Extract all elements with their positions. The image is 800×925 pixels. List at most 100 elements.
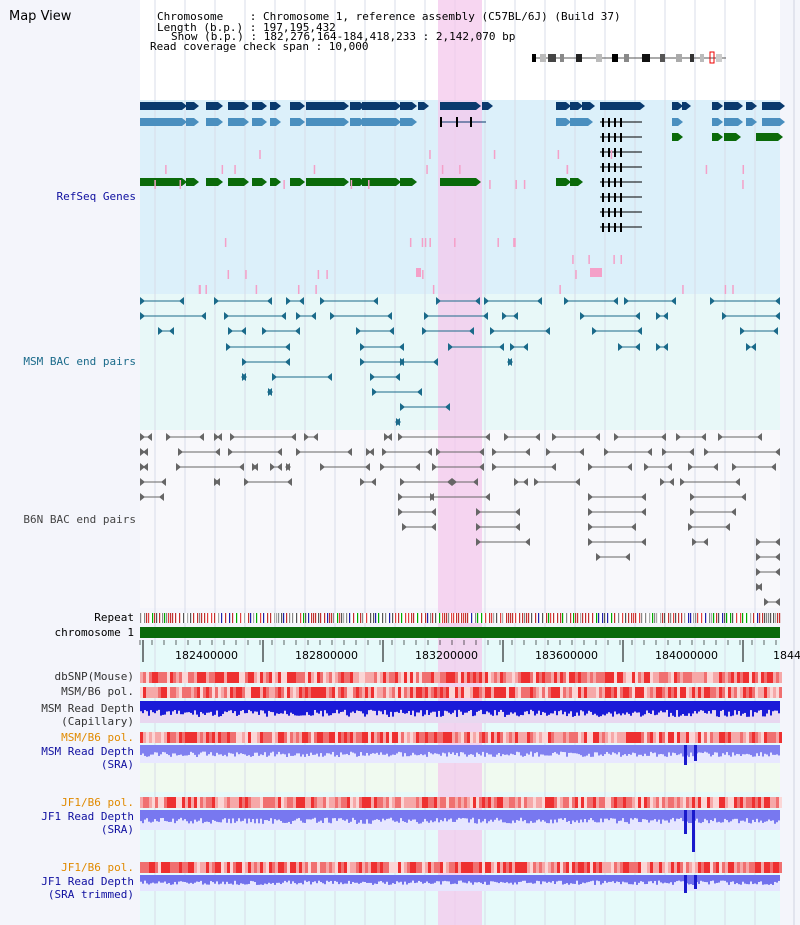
gene-feature	[556, 178, 566, 186]
repeat-label: Repeat	[94, 611, 134, 624]
msm-depth-cap-label-2: (Capillary)	[61, 715, 134, 728]
jf1-depth-trimmed-label-2: (SRA trimmed)	[47, 888, 134, 901]
gene-feature	[306, 178, 314, 186]
gene-feature	[724, 133, 736, 141]
map-view-title: Map View	[9, 9, 72, 24]
gene-feature	[228, 118, 244, 126]
chromosome-label: chromosome 1	[54, 626, 134, 639]
gene-feature	[140, 178, 182, 186]
gene-feature	[400, 118, 412, 126]
b6n-bac-label[interactable]: B6N BAC end pairs	[23, 513, 136, 526]
gene-feature	[252, 102, 262, 110]
gene-feature	[362, 178, 396, 186]
gene-feature	[186, 102, 194, 110]
depth-spike	[684, 810, 687, 834]
gene-feature	[306, 102, 314, 110]
axis-tick-label: 183600000	[535, 649, 598, 662]
depth-spike	[692, 810, 695, 852]
gene-feature	[746, 118, 752, 126]
depth-spike	[694, 745, 697, 761]
gene-feature	[582, 102, 590, 110]
msm-bac-label[interactable]: MSM BAC end pairs	[23, 355, 136, 368]
axis-tick-label: 183200000	[415, 649, 478, 662]
depth-spike	[684, 745, 687, 765]
axis-tick-label: 1844	[773, 649, 800, 662]
gene-feature	[400, 102, 412, 110]
axis-tick-label: 182800000	[295, 649, 358, 662]
axis-tick-label: 184000000	[655, 649, 718, 662]
gene-feature	[600, 102, 640, 110]
gene-feature	[350, 118, 360, 126]
gene-feature	[756, 133, 778, 141]
gene-feature	[440, 102, 476, 110]
gene-feature	[186, 178, 194, 186]
gene-feature	[682, 102, 686, 110]
msm-b6-pol-label-2: MSM/B6 pol.	[61, 731, 134, 744]
gene-feature	[672, 102, 678, 110]
gene-feature	[186, 118, 194, 126]
gene-feature	[140, 118, 182, 126]
gene-feature	[556, 118, 566, 126]
gene-feature	[762, 102, 780, 110]
header-coverage-span: Read coverage check span : 10,000	[150, 40, 369, 53]
gene-feature	[314, 118, 344, 126]
gene-feature	[206, 178, 218, 186]
msm-b6-pol-label-1: MSM/B6 pol.	[61, 685, 134, 698]
header-chromosome: Chromosome : Chromosome 1, reference ass…	[157, 10, 621, 23]
gene-feature	[270, 178, 276, 186]
gene-feature	[140, 102, 182, 110]
jf1-b6-pol-label-1: JF1/B6 pol.	[61, 796, 134, 809]
jf1-depth-trimmed-label-1: JF1 Read Depth	[41, 875, 134, 888]
gene-feature	[570, 178, 578, 186]
gene-feature	[672, 133, 678, 141]
gene-feature	[270, 102, 276, 110]
jf1-depth-label-1: JF1 Read Depth	[41, 810, 134, 823]
dbsnp-label: dbSNP(Mouse)	[54, 670, 134, 683]
refseq-label[interactable]: RefSeq Genes	[56, 190, 136, 203]
gene-feature	[350, 178, 360, 186]
gene-feature	[252, 178, 262, 186]
gene-feature	[252, 118, 262, 126]
repeat-track	[140, 613, 780, 623]
gene-feature	[362, 102, 396, 110]
gene-feature	[270, 118, 276, 126]
gene-feature	[290, 178, 300, 186]
gene-feature	[482, 102, 488, 110]
gene-feature	[724, 102, 738, 110]
gene-feature	[746, 102, 752, 110]
gene-feature	[206, 118, 218, 126]
depth-spike	[684, 875, 687, 893]
gene-feature	[712, 102, 718, 110]
gene-feature	[206, 102, 218, 110]
gene-feature	[712, 118, 718, 126]
chromosome-bar	[140, 627, 780, 638]
msm-depth-cap-label-1: MSM Read Depth	[41, 702, 134, 715]
gene-feature	[350, 102, 360, 110]
header-length: Length (b.p.) : 197,195,432	[157, 21, 336, 34]
gene-feature	[314, 178, 344, 186]
gene-feature	[418, 102, 424, 110]
gene-feature	[672, 118, 678, 126]
gene-feature	[290, 102, 300, 110]
msm-depth-sra-label-1: MSM Read Depth	[41, 745, 134, 758]
gene-feature	[290, 118, 300, 126]
jf1-depth-label-2: (SRA)	[100, 823, 134, 836]
gene-feature	[228, 178, 244, 186]
ideogram-position-marker	[709, 51, 715, 64]
gene-feature	[400, 178, 412, 186]
gene-feature	[712, 133, 718, 141]
gene-feature	[724, 118, 738, 126]
gene-feature	[570, 102, 578, 110]
gene-feature	[362, 118, 396, 126]
depth-spike	[694, 875, 697, 889]
gene-feature	[440, 178, 476, 186]
gene-feature	[762, 118, 780, 126]
gene-feature	[314, 102, 344, 110]
highlight-region	[438, 0, 482, 925]
header-show: Show (b.p.) : 182,276,164-184,418,233 : …	[171, 30, 516, 43]
gene-feature	[228, 102, 244, 110]
gene-feature	[556, 102, 566, 110]
jf1-b6-pol-label-2: JF1/B6 pol.	[61, 861, 134, 874]
msm-depth-sra-label-2: (SRA)	[100, 758, 134, 771]
